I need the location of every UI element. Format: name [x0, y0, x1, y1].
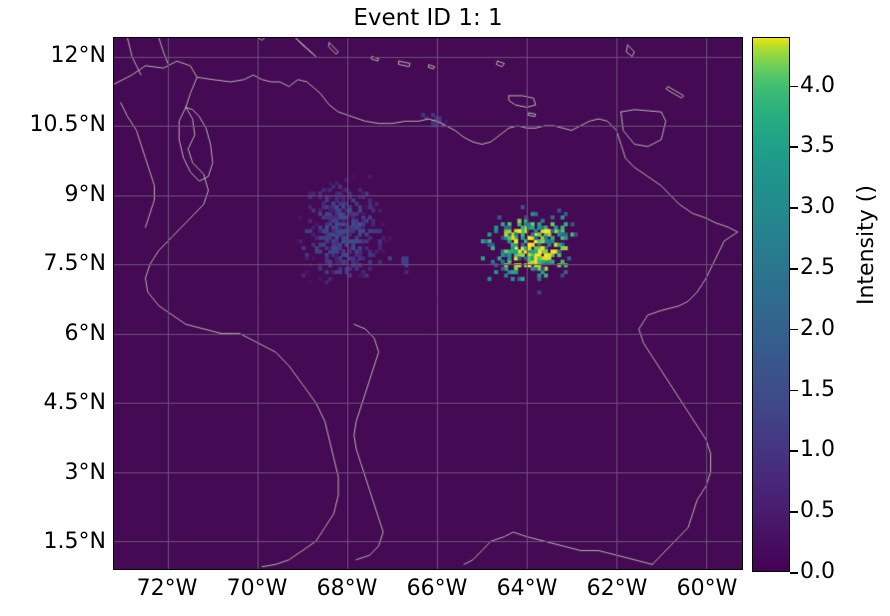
- colorbar[interactable]: [752, 37, 790, 572]
- colorbar-tick-label: 3.5: [800, 133, 835, 159]
- x-tick-label: 70°W: [226, 576, 288, 601]
- colorbar-tick-mark: [790, 268, 798, 270]
- colorbar-tick-label: 2.0: [800, 315, 835, 341]
- x-tick-label: 64°W: [496, 576, 558, 601]
- colorbar-tick-label: 0.5: [800, 498, 835, 524]
- page-title: Event ID 1: 1: [353, 5, 503, 31]
- colorbar-tick-mark: [790, 389, 798, 392]
- colorbar-tick-mark: [790, 146, 798, 149]
- y-tick-label: 9°N: [64, 181, 106, 207]
- y-tick-label: 1.5°N: [43, 529, 106, 555]
- colorbar-tick-label: 3.0: [800, 194, 835, 220]
- colorbar-gradient: [753, 38, 789, 571]
- colorbar-tick-mark: [790, 450, 798, 452]
- x-tick-label: 68°W: [316, 576, 378, 601]
- x-tick-label: 60°W: [676, 576, 738, 601]
- colorbar-tick-mark: [790, 328, 798, 331]
- y-tick-label: 12°N: [50, 42, 106, 68]
- y-tick-label: 6°N: [64, 320, 106, 346]
- colorbar-tick-label: 2.5: [800, 255, 835, 281]
- geographic-intensity-heatmap[interactable]: [114, 38, 742, 569]
- colorbar-tick-mark: [790, 207, 798, 209]
- map-axes[interactable]: [113, 37, 743, 570]
- colorbar-axis-label: Intensity (): [854, 185, 879, 305]
- y-tick-label: 4.5°N: [43, 390, 106, 416]
- colorbar-tick-label: 1.5: [800, 376, 835, 402]
- colorbar-tick-label: 0.0: [800, 559, 835, 584]
- y-tick-label: 10.5°N: [29, 112, 106, 138]
- colorbar-tick-label: 1.0: [800, 437, 835, 463]
- colorbar-tick-mark: [790, 572, 798, 574]
- x-tick-label: 72°W: [136, 576, 198, 601]
- y-tick-label: 7.5°N: [43, 251, 106, 277]
- x-tick-label: 66°W: [406, 576, 468, 601]
- colorbar-tick-mark: [790, 511, 798, 513]
- y-tick-label: 3°N: [64, 459, 106, 485]
- colorbar-tick-label: 4.0: [800, 72, 835, 98]
- x-tick-label: 62°W: [586, 576, 648, 601]
- colorbar-tick-mark: [790, 85, 798, 88]
